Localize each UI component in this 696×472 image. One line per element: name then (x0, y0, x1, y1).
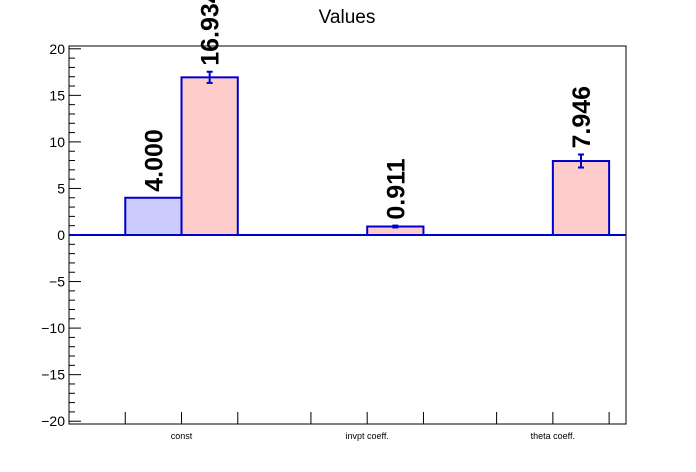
y-tick-label: 0 (57, 227, 65, 243)
x-axis: const invpt coeff. theta coeff. (124, 412, 610, 441)
y-tick-label: −20 (41, 413, 65, 429)
y-tick-label: 20 (49, 41, 65, 57)
value-labels: 4.000 16.934 0.911 7.946 (140, 0, 596, 220)
y-tick-label: −10 (41, 320, 65, 336)
x-tick-label: theta coeff. (531, 431, 575, 441)
x-tick-label: invpt coeff. (346, 431, 389, 441)
value-label: 4.000 (140, 129, 168, 192)
y-tick-label: −5 (49, 274, 65, 290)
y-tick-label: 5 (57, 180, 65, 196)
value-label: 16.934 (197, 0, 225, 66)
bars (124, 70, 611, 237)
bar (551, 160, 611, 237)
chart-title: Values (319, 7, 376, 28)
y-tick-label: −15 (41, 367, 65, 383)
bar (124, 196, 183, 236)
y-tick-label: 15 (49, 87, 65, 103)
value-label: 7.946 (568, 86, 596, 149)
value-label: 0.911 (382, 158, 410, 219)
x-tick-label: const (171, 431, 193, 441)
bar (180, 76, 239, 236)
y-tick-label: 10 (49, 134, 65, 150)
